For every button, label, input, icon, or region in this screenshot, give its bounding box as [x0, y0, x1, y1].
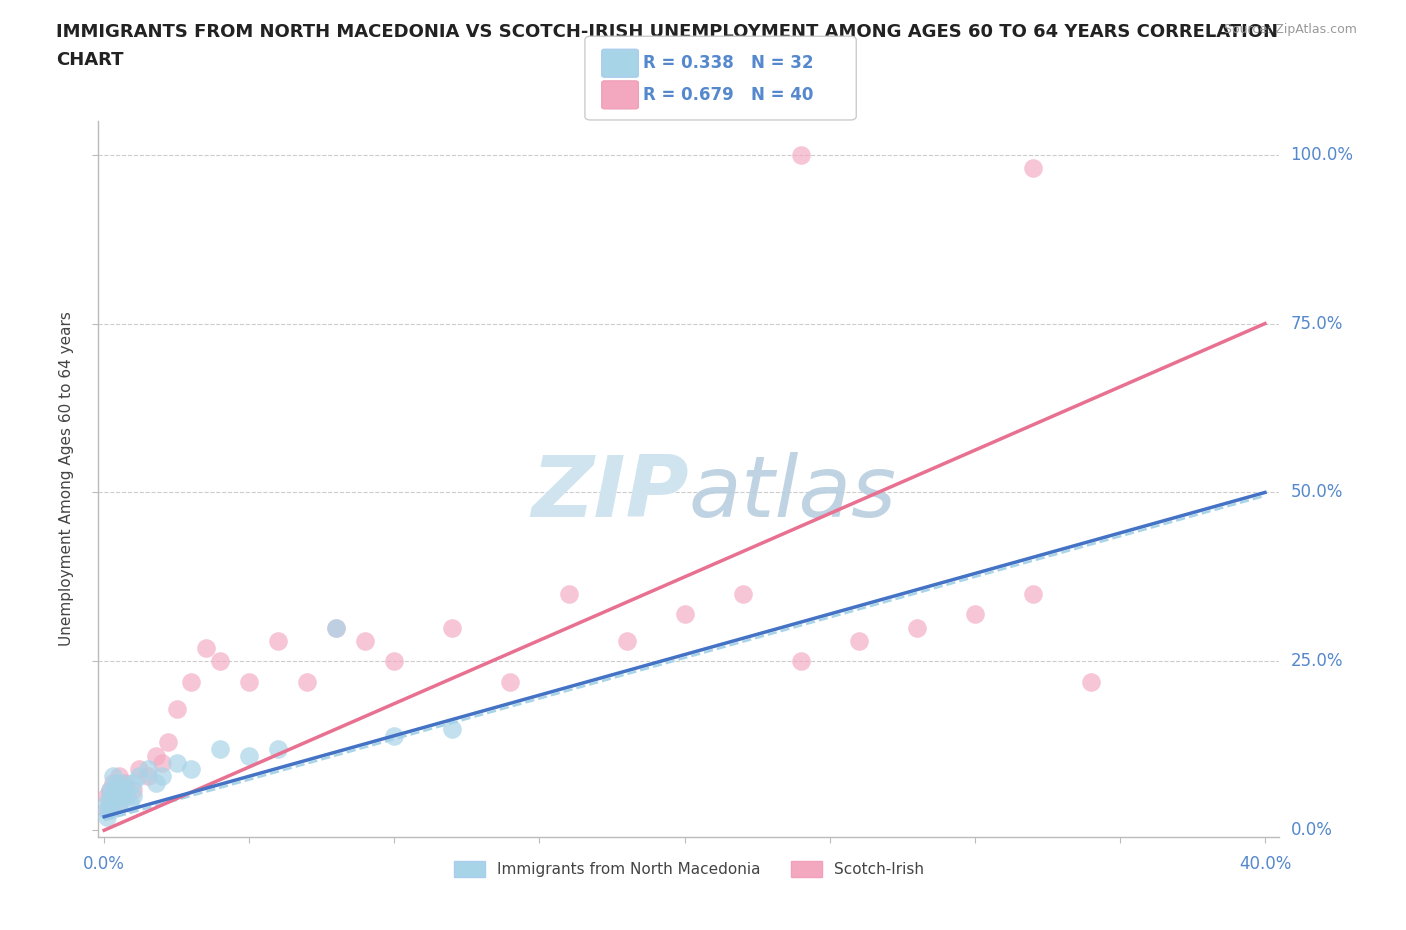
Point — [616, 633, 638, 648]
Point — [209, 654, 232, 669]
Text: R = 0.679   N = 40: R = 0.679 N = 40 — [643, 86, 813, 104]
Point — [101, 776, 124, 790]
Point — [117, 789, 139, 804]
Point — [107, 796, 129, 811]
Point — [96, 803, 118, 817]
Point — [384, 654, 406, 669]
Point — [96, 789, 118, 804]
Point — [209, 742, 232, 757]
Point — [1022, 586, 1045, 601]
Point — [136, 769, 159, 784]
Point — [98, 789, 121, 804]
Point — [96, 809, 118, 824]
Point — [145, 776, 167, 790]
Point — [1022, 161, 1045, 176]
Point — [96, 803, 118, 817]
Point — [111, 789, 134, 804]
Point — [166, 755, 188, 770]
Legend: Immigrants from North Macedonia, Scotch-Irish: Immigrants from North Macedonia, Scotch-… — [449, 855, 929, 884]
Point — [98, 796, 121, 811]
Point — [1080, 674, 1102, 689]
Point — [120, 796, 142, 811]
Point — [128, 762, 150, 777]
Text: 0.0%: 0.0% — [1291, 821, 1333, 839]
Point — [789, 654, 811, 669]
Point — [101, 782, 124, 797]
Point — [101, 789, 124, 804]
Text: Source: ZipAtlas.com: Source: ZipAtlas.com — [1223, 23, 1357, 36]
Point — [194, 641, 217, 656]
Point — [905, 620, 928, 635]
Text: 25.0%: 25.0% — [1291, 652, 1343, 671]
Point — [104, 782, 127, 797]
Point — [354, 633, 377, 648]
Point — [107, 782, 129, 797]
Text: ZIP: ZIP — [531, 452, 689, 535]
Point — [238, 749, 260, 764]
Text: 0.0%: 0.0% — [83, 856, 125, 873]
Text: CHART: CHART — [56, 51, 124, 69]
Y-axis label: Unemployment Among Ages 60 to 64 years: Unemployment Among Ages 60 to 64 years — [59, 312, 75, 646]
Point — [96, 796, 118, 811]
Point — [157, 735, 180, 750]
Point — [297, 674, 319, 689]
Point — [384, 728, 406, 743]
Point — [114, 776, 136, 790]
Point — [441, 620, 464, 635]
Point — [499, 674, 522, 689]
Point — [128, 769, 150, 784]
Text: 100.0%: 100.0% — [1291, 146, 1354, 164]
Text: R = 0.338   N = 32: R = 0.338 N = 32 — [643, 54, 813, 73]
Point — [117, 782, 139, 797]
Point — [848, 633, 870, 648]
Point — [111, 776, 134, 790]
Point — [267, 742, 290, 757]
Point — [325, 620, 347, 635]
Point — [122, 789, 145, 804]
Point — [122, 776, 145, 790]
Point — [963, 606, 986, 621]
Point — [180, 674, 202, 689]
Point — [789, 147, 811, 162]
Text: 50.0%: 50.0% — [1291, 484, 1343, 501]
Point — [101, 769, 124, 784]
Point — [441, 722, 464, 737]
Text: 40.0%: 40.0% — [1239, 856, 1291, 873]
Point — [150, 769, 173, 784]
Point — [98, 782, 121, 797]
Text: 75.0%: 75.0% — [1291, 314, 1343, 333]
Point — [136, 762, 159, 777]
Point — [111, 782, 134, 797]
Point — [107, 769, 129, 784]
Point — [557, 586, 579, 601]
Point — [145, 749, 167, 764]
Point — [104, 789, 127, 804]
Point — [267, 633, 290, 648]
Point — [731, 586, 754, 601]
Point — [101, 796, 124, 811]
Text: IMMIGRANTS FROM NORTH MACEDONIA VS SCOTCH-IRISH UNEMPLOYMENT AMONG AGES 60 TO 64: IMMIGRANTS FROM NORTH MACEDONIA VS SCOTC… — [56, 23, 1278, 41]
Point — [122, 782, 145, 797]
Point — [104, 776, 127, 790]
Point — [98, 803, 121, 817]
Point — [238, 674, 260, 689]
Point — [166, 701, 188, 716]
Point — [98, 782, 121, 797]
Point — [107, 796, 129, 811]
Point — [180, 762, 202, 777]
Point — [150, 755, 173, 770]
Point — [114, 789, 136, 804]
Point — [673, 606, 696, 621]
Point — [325, 620, 347, 635]
Text: atlas: atlas — [689, 452, 897, 535]
